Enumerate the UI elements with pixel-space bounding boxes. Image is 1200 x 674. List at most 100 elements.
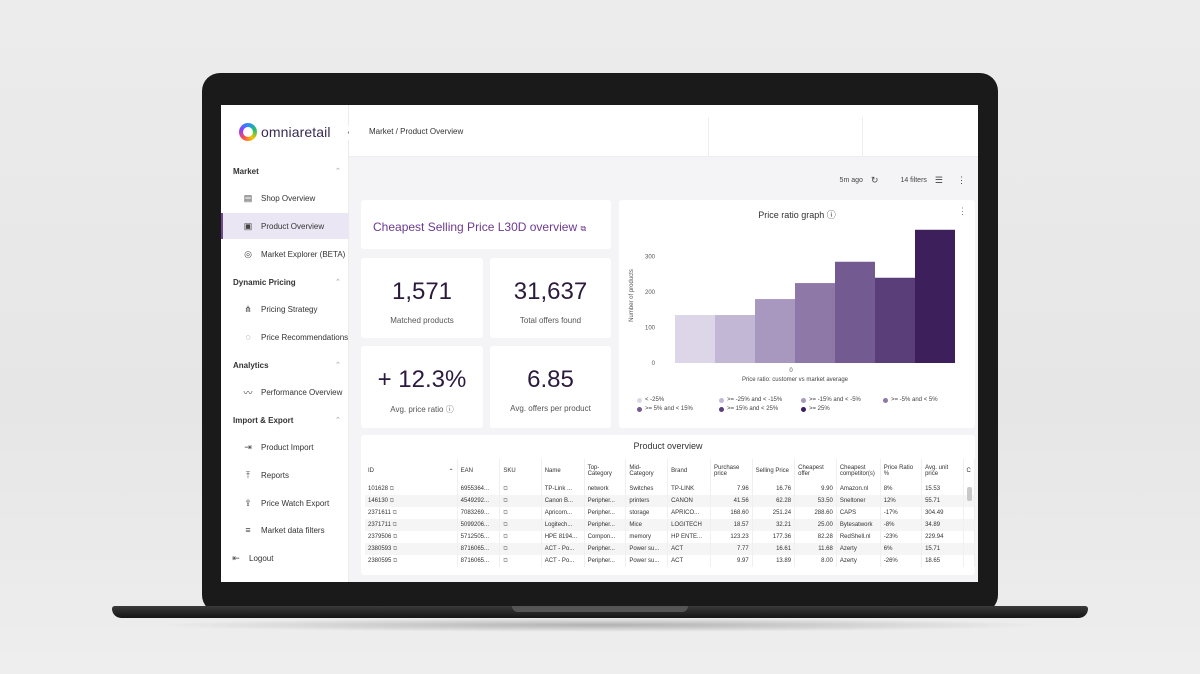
external-link-icon[interactable]: ⧉ <box>580 224 587 233</box>
column-header[interactable]: Purchase price <box>710 459 753 483</box>
legend-item[interactable]: >= -15% and < -5% <box>801 397 883 403</box>
toolbar: 5m ago ↻ 14 filters ☰ ⋮ <box>840 175 966 186</box>
table-cell: 9.97 <box>710 555 753 567</box>
column-header[interactable]: SKU <box>499 459 542 483</box>
external-link-icon[interactable]: ⧉ <box>391 545 398 552</box>
sidebar-item-performance-overview[interactable]: 〰 Performance Overview <box>221 379 349 405</box>
legend-item[interactable]: >= -25% and < -15% <box>719 397 801 403</box>
app-screen: omniaretail ‹ Market⌃ ▤Shop Overview ▣Pr… <box>221 105 978 582</box>
logout-button[interactable]: ⇤ Logout <box>221 545 349 571</box>
kpi-label: Avg. offers per product <box>510 404 591 413</box>
table-cell: ⧉ <box>499 543 542 555</box>
table-row[interactable]: 2380595 ⧉ 8716065... ⧉ ACT - Po... Peripher… <box>365 555 975 567</box>
kpi-avg-offers: 6.85 Avg. offers per product <box>490 346 611 428</box>
filter-icon[interactable]: ☰ <box>934 175 943 185</box>
legend-item[interactable]: >= -5% and < 5% <box>883 397 965 403</box>
section-market[interactable]: Market ⌃ <box>233 167 341 176</box>
cheapest-price-card[interactable]: Cheapest Selling Price L30D overview ⧉ <box>361 200 611 249</box>
external-link-icon[interactable]: ⧉ <box>388 485 394 492</box>
info-icon[interactable]: ⓘ <box>826 210 836 220</box>
filters-count[interactable]: 14 filters <box>900 177 927 184</box>
logo-ring-icon <box>239 123 257 141</box>
scrollbar[interactable] <box>967 487 972 501</box>
sidebar-item-reports[interactable]: ⤒ Reports <box>221 462 349 488</box>
legend-item[interactable]: < -25% <box>637 397 719 403</box>
column-header[interactable]: Brand <box>667 459 711 483</box>
kpi-label: Matched products <box>390 316 454 325</box>
table-cell: Apricorn... <box>541 507 585 519</box>
table-cell: 168.60 <box>710 507 753 519</box>
external-link-icon[interactable]: ⧉ <box>503 545 508 552</box>
table-row[interactable]: 2379506 ⧉ 5712505... ⧉ HPE 8194... Compon..… <box>365 531 975 543</box>
external-link-icon[interactable]: ⧉ <box>503 509 508 516</box>
column-header[interactable]: Avg. unit price <box>921 459 964 483</box>
bar <box>835 261 875 363</box>
table-cell: Amazon.nl <box>836 483 881 495</box>
refresh-icon[interactable]: ↻ <box>870 175 879 185</box>
external-link-icon[interactable]: ⧉ <box>503 497 508 504</box>
table-row[interactable]: 146130 ⧉ 4549292... ⧉ Canon B... Peripher..… <box>365 495 975 507</box>
divider <box>708 117 709 157</box>
column-header[interactable]: EAN <box>457 459 501 483</box>
external-link-icon[interactable]: ⧉ <box>503 557 508 564</box>
external-link-icon[interactable]: ⧉ <box>390 521 397 528</box>
section-import-export[interactable]: Import & Export ⌃ <box>233 416 341 425</box>
sidebar-item-pricing-strategy[interactable]: ⋔ Pricing Strategy <box>221 296 349 322</box>
external-link-icon[interactable]: ⧉ <box>503 521 508 528</box>
bar <box>715 315 755 363</box>
section-analytics[interactable]: Analytics ⌃ <box>233 361 341 370</box>
sidebar-item-price-recommendations[interactable]: ◌ Price Recommendations <box>221 324 349 350</box>
sidebar-item-market-explorer[interactable]: ◎ Market Explorer (BETA) <box>221 241 349 267</box>
price-ratio-graph-card: Price ratio graph ⓘ ⋮ 0 100 200 300 Number o… <box>619 200 975 428</box>
external-link-icon[interactable]: ⧉ <box>388 497 394 504</box>
external-link-icon[interactable]: ⧉ <box>391 557 398 564</box>
chevron-up-icon: ⌃ <box>335 279 341 286</box>
table-cell <box>963 543 975 555</box>
table-cell: 101628 ⧉ <box>365 483 458 495</box>
legend-item[interactable]: >= 5% and < 15% <box>637 406 719 412</box>
column-header[interactable]: Mid-Category <box>625 459 669 483</box>
legend-item[interactable]: >= 15% and < 25% <box>719 406 801 412</box>
table-row[interactable]: 101628 ⧉ 6955364... ⧉ TP-Link ... network Sw… <box>365 483 975 495</box>
table-row[interactable]: 2380593 ⧉ 8716065... ⧉ ACT - Po... Peripher… <box>365 543 975 555</box>
section-title: Market <box>233 167 259 176</box>
info-icon[interactable]: ⓘ <box>445 405 454 414</box>
table-row[interactable]: 2371611 ⧉ 7083269... ⧉ Apricorn... Peripher… <box>365 507 975 519</box>
y-tick-label: 0 <box>652 361 656 367</box>
external-link-icon[interactable]: ⧉ <box>503 533 508 540</box>
chart-menu-icon[interactable]: ⋮ <box>958 206 967 216</box>
column-header[interactable]: C <box>963 459 975 483</box>
sidebar-item-product-import[interactable]: ⇥ Product Import <box>221 434 349 460</box>
external-link-icon[interactable]: ⧉ <box>503 485 508 492</box>
table-cell: 8.00 <box>794 555 837 567</box>
sidebar-item-price-watch-export[interactable]: ⇪ Price Watch Export <box>221 490 349 516</box>
column-header[interactable]: Selling Price <box>752 459 796 483</box>
brand-logo[interactable]: omniaretail <box>239 123 331 141</box>
column-header[interactable]: ID ⌃ <box>365 459 458 483</box>
sidebar-item-market-data-filters[interactable]: ≡ Market data filters <box>221 517 349 543</box>
sidebar-item-product-overview[interactable]: ▣ Product Overview <box>221 213 349 239</box>
legend-item[interactable]: >= 25% <box>801 406 883 412</box>
external-link-icon[interactable]: ⧉ <box>390 509 397 516</box>
table-cell: network <box>584 483 627 495</box>
column-header[interactable]: Price Ratio % <box>880 459 923 483</box>
column-header[interactable]: Cheapest competitor(s) <box>836 459 881 483</box>
sidebar-item-shop-overview[interactable]: ▤ Shop Overview <box>221 185 349 211</box>
table-cell <box>963 531 975 543</box>
table-cell: Mice <box>625 519 669 531</box>
cheapest-title-text: Cheapest Selling Price L30D overview <box>373 220 578 234</box>
table-cell: 304.49 <box>921 507 964 519</box>
column-header[interactable]: Name <box>541 459 585 483</box>
sort-icon[interactable]: ⌃ <box>448 468 454 475</box>
breadcrumb[interactable]: Market / Product Overview <box>369 127 464 136</box>
external-link-icon[interactable]: ⧉ <box>391 533 398 540</box>
table-cell: ACT - Po... <box>541 543 585 555</box>
table-cell: 32.21 <box>752 519 796 531</box>
table-row[interactable]: 2371711 ⧉ 5099206... ⧉ Logitech... Peripher… <box>365 519 975 531</box>
kpi-total-offers: 31,637 Total offers found <box>490 258 611 338</box>
column-header[interactable]: Cheapest offer <box>794 459 837 483</box>
section-title: Import & Export <box>233 416 294 425</box>
more-options-icon[interactable]: ⋮ <box>957 175 966 185</box>
section-dynamic-pricing[interactable]: Dynamic Pricing ⌃ <box>233 278 341 287</box>
column-header[interactable]: Top-Category <box>584 459 627 483</box>
